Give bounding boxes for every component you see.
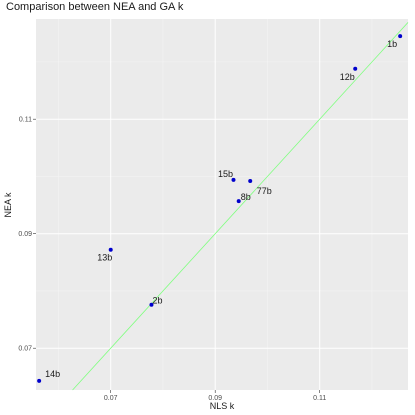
data-point-15b	[231, 177, 236, 182]
x-tick-label: 0.07	[104, 395, 118, 402]
data-point-12b	[353, 66, 358, 71]
y-tick-label: 0.11	[19, 117, 32, 124]
point-label-15b: 15b	[218, 169, 233, 179]
data-point-14b	[37, 378, 42, 383]
data-points	[37, 34, 403, 383]
point-label-13b: 13b	[97, 253, 112, 263]
chart-title: Comparison between NEA and GA k	[6, 1, 184, 13]
y-axis-title: NEA k	[3, 192, 13, 218]
point-label-2b: 2b	[152, 296, 162, 306]
point-label-8b: 8b	[241, 192, 251, 202]
minor-grid	[36, 19, 408, 390]
point-label-1b: 1b	[387, 39, 397, 49]
y-tick-label: 0.07	[18, 346, 32, 353]
point-label-77b: 77b	[257, 186, 272, 196]
identity-reference-line	[72, 22, 409, 391]
point-label-12b: 12b	[340, 72, 355, 82]
data-point-13b	[108, 247, 113, 252]
x-tick-label: 0.11	[313, 395, 326, 402]
data-point-2b	[149, 302, 154, 307]
y-tick-label: 0.09	[18, 231, 32, 238]
data-point-8b	[236, 199, 241, 204]
x-axis-ticks: 0.07 0.09 0.11	[104, 390, 326, 402]
y-axis-ticks: 0.07 0.09 0.11	[18, 117, 36, 353]
plot-panel	[36, 19, 408, 390]
data-point-1b	[398, 34, 403, 39]
data-point-77b	[248, 179, 253, 184]
data-point-labels: 1b 12b 15b 77b 8b 13b 2b 14b	[45, 39, 397, 379]
major-grid	[36, 19, 408, 390]
point-label-14b: 14b	[45, 369, 60, 379]
x-axis-title: NLS k	[210, 401, 235, 411]
x-tick-label: 0.09	[208, 395, 222, 402]
